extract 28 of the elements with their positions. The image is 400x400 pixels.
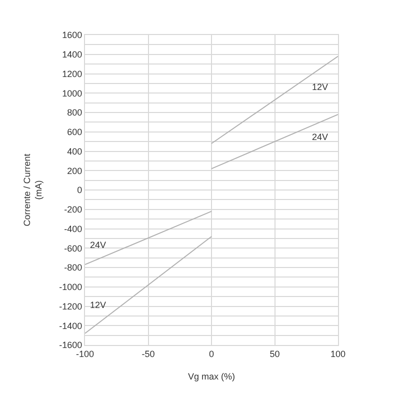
y-tick-label: -400	[64, 224, 82, 234]
y-tick-label: 1600	[62, 30, 82, 40]
y-tick-label: 800	[67, 108, 82, 118]
y-tick-label: -1400	[59, 320, 82, 331]
y-axis-title: Corrente / Current (mA)	[22, 153, 44, 226]
y-tick-label: 1400	[62, 50, 82, 60]
series-label: 12V	[312, 82, 328, 92]
series-label: 24V	[312, 132, 328, 142]
series-label: 24V	[90, 240, 106, 250]
y-tick-label: -600	[64, 243, 82, 254]
x-tick-label: 100	[330, 348, 346, 359]
y-tick-label: 600	[67, 127, 82, 138]
series-label: 12V	[90, 300, 106, 310]
y-tick-label: -1200	[59, 301, 82, 312]
y-tick-label: 1200	[62, 68, 82, 79]
y-tick-label: 0	[77, 185, 82, 196]
y-tick-label: 400	[67, 146, 82, 156]
y-tick-label: -800	[64, 262, 82, 273]
x-axis-title: Vg max (%)	[188, 372, 236, 382]
y-tick-label: 1000	[62, 88, 82, 98]
x-tick-label: -50	[142, 348, 155, 359]
y-tick-label: 200	[67, 166, 82, 176]
y-tick-label: -1000	[59, 282, 82, 292]
y-tick-label: -1600	[59, 340, 82, 350]
x-tick-label: 50	[270, 348, 280, 359]
x-tick-label: 0	[208, 348, 214, 359]
y-tick-label: -200	[64, 204, 82, 215]
x-tick-label: -100	[76, 348, 94, 359]
